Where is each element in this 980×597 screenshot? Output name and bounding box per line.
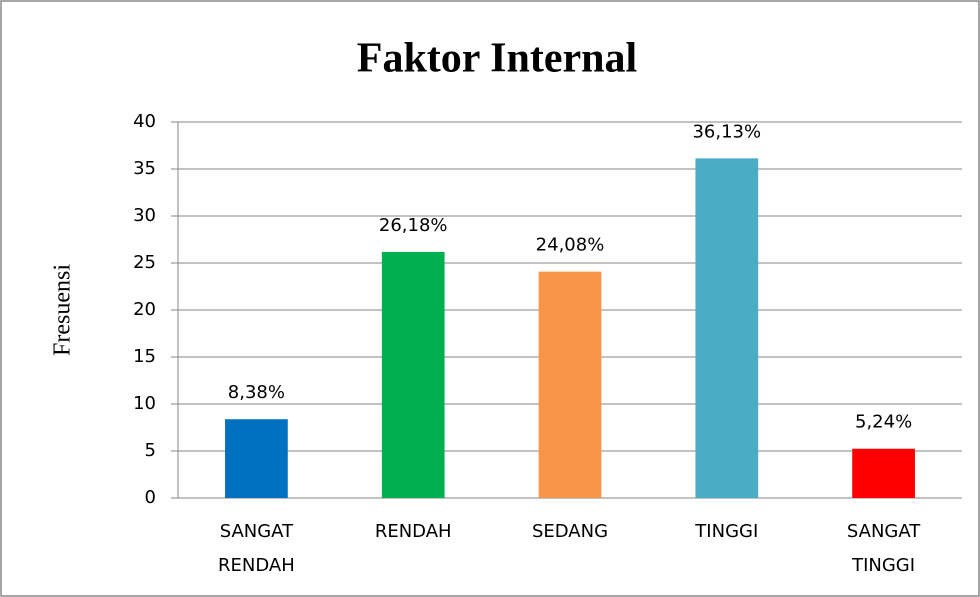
x-tick-label: RENDAH (375, 521, 452, 542)
data-label: 8,38% (228, 382, 285, 403)
y-tick-label: 15 (133, 346, 156, 367)
bar (695, 158, 759, 499)
data-label: 24,08% (536, 235, 605, 256)
y-tick-label: 0 (145, 487, 156, 508)
data-label: 5,24% (855, 412, 912, 433)
x-tick-label: SANGAT TINGGI (847, 521, 921, 576)
y-tick-label: 30 (133, 205, 156, 226)
chart-title: Faktor Internal (357, 36, 637, 82)
bar (538, 271, 602, 498)
y-tick-label: 40 (133, 111, 156, 132)
bar (852, 448, 915, 498)
data-label: 36,13% (692, 121, 761, 142)
y-tick-label: 25 (133, 252, 156, 273)
data-label: 26,18% (379, 215, 448, 236)
y-tick-label: 20 (133, 299, 156, 320)
y-tick-label: 35 (133, 158, 156, 179)
x-tick-label: TINGGI (694, 521, 758, 542)
x-tick-label: SEDANG (532, 521, 608, 542)
bar (381, 251, 445, 498)
y-tick-label: 10 (133, 393, 156, 414)
y-tick-label: 5 (145, 440, 156, 461)
bar (225, 419, 288, 498)
y-axis-label: Fresuensi (50, 264, 76, 356)
x-tick-label: SANGAT RENDAH (218, 521, 295, 576)
